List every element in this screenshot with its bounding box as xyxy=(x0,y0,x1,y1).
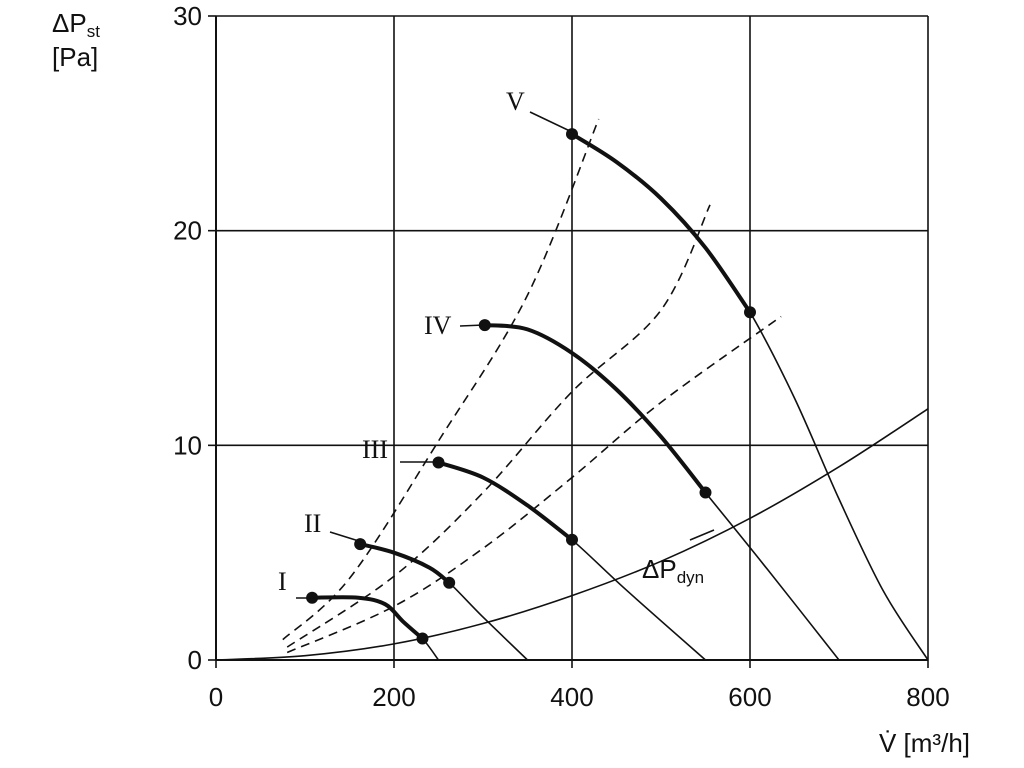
x-tick-label: 200 xyxy=(372,682,415,712)
axes xyxy=(208,15,929,668)
x-tick-label: 600 xyxy=(728,682,771,712)
series-marker-2-2 xyxy=(443,576,456,589)
series-label-leader-4 xyxy=(459,324,485,327)
series-line-4 xyxy=(484,324,840,661)
series-line-2 xyxy=(360,543,529,661)
series-label-3: III xyxy=(362,435,388,464)
series-marker-3-2 xyxy=(566,533,578,546)
series-label-2: II xyxy=(304,509,321,538)
x-axis-label: V̇ [m³/h] xyxy=(879,728,970,758)
series-label-leader-2 xyxy=(329,531,363,543)
system-curve-dashed-2 xyxy=(286,204,711,648)
y-tick-label: 10 xyxy=(173,430,202,460)
series-marker-5-2 xyxy=(744,306,756,319)
series-marker-1-2 xyxy=(416,632,429,645)
y-tick-label: 20 xyxy=(173,216,202,246)
series-line-6 xyxy=(215,408,929,661)
x-tick-label: 0 xyxy=(209,682,223,712)
fan-curves xyxy=(215,132,929,661)
series-label-1: I xyxy=(278,567,287,596)
series-marker-4-2 xyxy=(699,486,712,499)
dyn-label-leader xyxy=(689,529,715,541)
series-operating-range-2 xyxy=(358,542,452,585)
series-operating-range-4 xyxy=(482,323,708,495)
system-curve-dashed-1 xyxy=(282,118,600,641)
series-label-leader-5 xyxy=(529,111,573,133)
series-operating-range-3 xyxy=(436,460,574,542)
series-operating-range-5 xyxy=(570,132,752,315)
y-tick-label: 0 xyxy=(188,645,202,675)
series-label-5: V xyxy=(506,87,525,116)
y-axis-label-subscript: st xyxy=(87,22,101,41)
series-label-4: IV xyxy=(424,311,452,340)
dyn-curve-label: ΔPdyn xyxy=(642,554,704,587)
series-line-1 xyxy=(312,596,440,661)
system-curves xyxy=(282,118,782,654)
y-axis-label-unit: [Pa] xyxy=(52,42,98,72)
y-tick-label: 30 xyxy=(173,1,202,31)
series-marker-3-1 xyxy=(432,456,445,469)
y-axis-label-symbol: ΔPst xyxy=(52,8,100,41)
x-tick-label: 400 xyxy=(550,682,593,712)
x-tick-label: 800 xyxy=(906,682,949,712)
series-marker-4-1 xyxy=(478,319,491,332)
series-operating-range-1 xyxy=(310,595,425,641)
grid xyxy=(215,15,929,661)
system-curve-dashed-3 xyxy=(286,315,782,654)
